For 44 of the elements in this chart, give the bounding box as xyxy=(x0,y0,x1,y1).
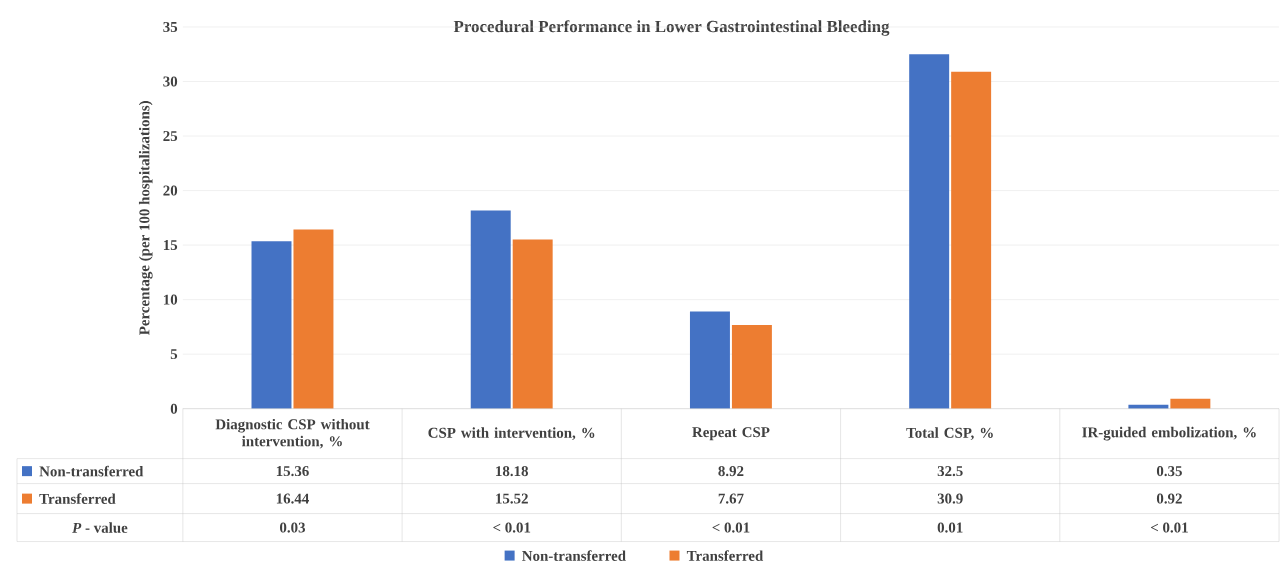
text: Non-transferred xyxy=(522,550,626,562)
legend-label: Transferred xyxy=(686,550,764,562)
y-tick-label: 5 xyxy=(170,349,178,360)
y-tick-label: 15 xyxy=(163,240,178,251)
bar xyxy=(909,54,950,409)
y-tick-label: 0 xyxy=(170,403,178,414)
bar xyxy=(1170,398,1211,409)
text: < 0.01 xyxy=(1150,522,1188,533)
bar xyxy=(512,239,553,409)
bar xyxy=(293,229,334,409)
data-label: 0.92 xyxy=(1156,493,1182,504)
x-tick-label: Diagnostic CSP without intervention, % xyxy=(215,419,370,449)
bar xyxy=(689,311,730,409)
y-tick-label: 10 xyxy=(163,294,178,305)
data-label: 15.36 xyxy=(276,466,309,477)
text: P - value xyxy=(72,522,128,534)
x-tick-label: Total CSP, % xyxy=(906,427,993,441)
data-label: 16.44 xyxy=(276,493,309,504)
y-axis-title: Percentage (per 100 hospitalizations) xyxy=(138,101,153,336)
data-label: 18.18 xyxy=(496,466,529,477)
data-label: 32.5 xyxy=(937,466,963,477)
data-label: 0.35 xyxy=(1156,466,1182,477)
bar xyxy=(470,210,511,409)
bar xyxy=(731,325,772,409)
y-tick-label: 25 xyxy=(163,131,178,142)
x-tick-label: CSP with intervention, % xyxy=(428,427,595,441)
chart-title: Procedural Performance in Lower Gastrointestinal Bleeding xyxy=(453,20,890,37)
data-label: 7.67 xyxy=(718,493,744,504)
text: 0.03 xyxy=(279,522,306,533)
data-label: 8.92 xyxy=(718,466,744,477)
x-tick-label: Repeat CSP xyxy=(692,427,770,441)
y-tick-label: 30 xyxy=(163,76,178,87)
data-label: 30.9 xyxy=(937,493,963,504)
x-tick-label: IR-guided embolization, % xyxy=(1082,427,1256,441)
bar xyxy=(251,241,292,409)
y-tick-label: 35 xyxy=(163,22,178,33)
y-tick-label: 20 xyxy=(163,185,178,196)
legend-label: Non-transferred xyxy=(39,466,144,477)
text: Transferred xyxy=(39,493,116,505)
text: < 0.01 xyxy=(712,522,750,533)
text: < 0.01 xyxy=(493,522,531,533)
bar xyxy=(951,71,992,409)
text: 0.01 xyxy=(937,522,963,533)
data-label: 15.52 xyxy=(496,493,528,504)
